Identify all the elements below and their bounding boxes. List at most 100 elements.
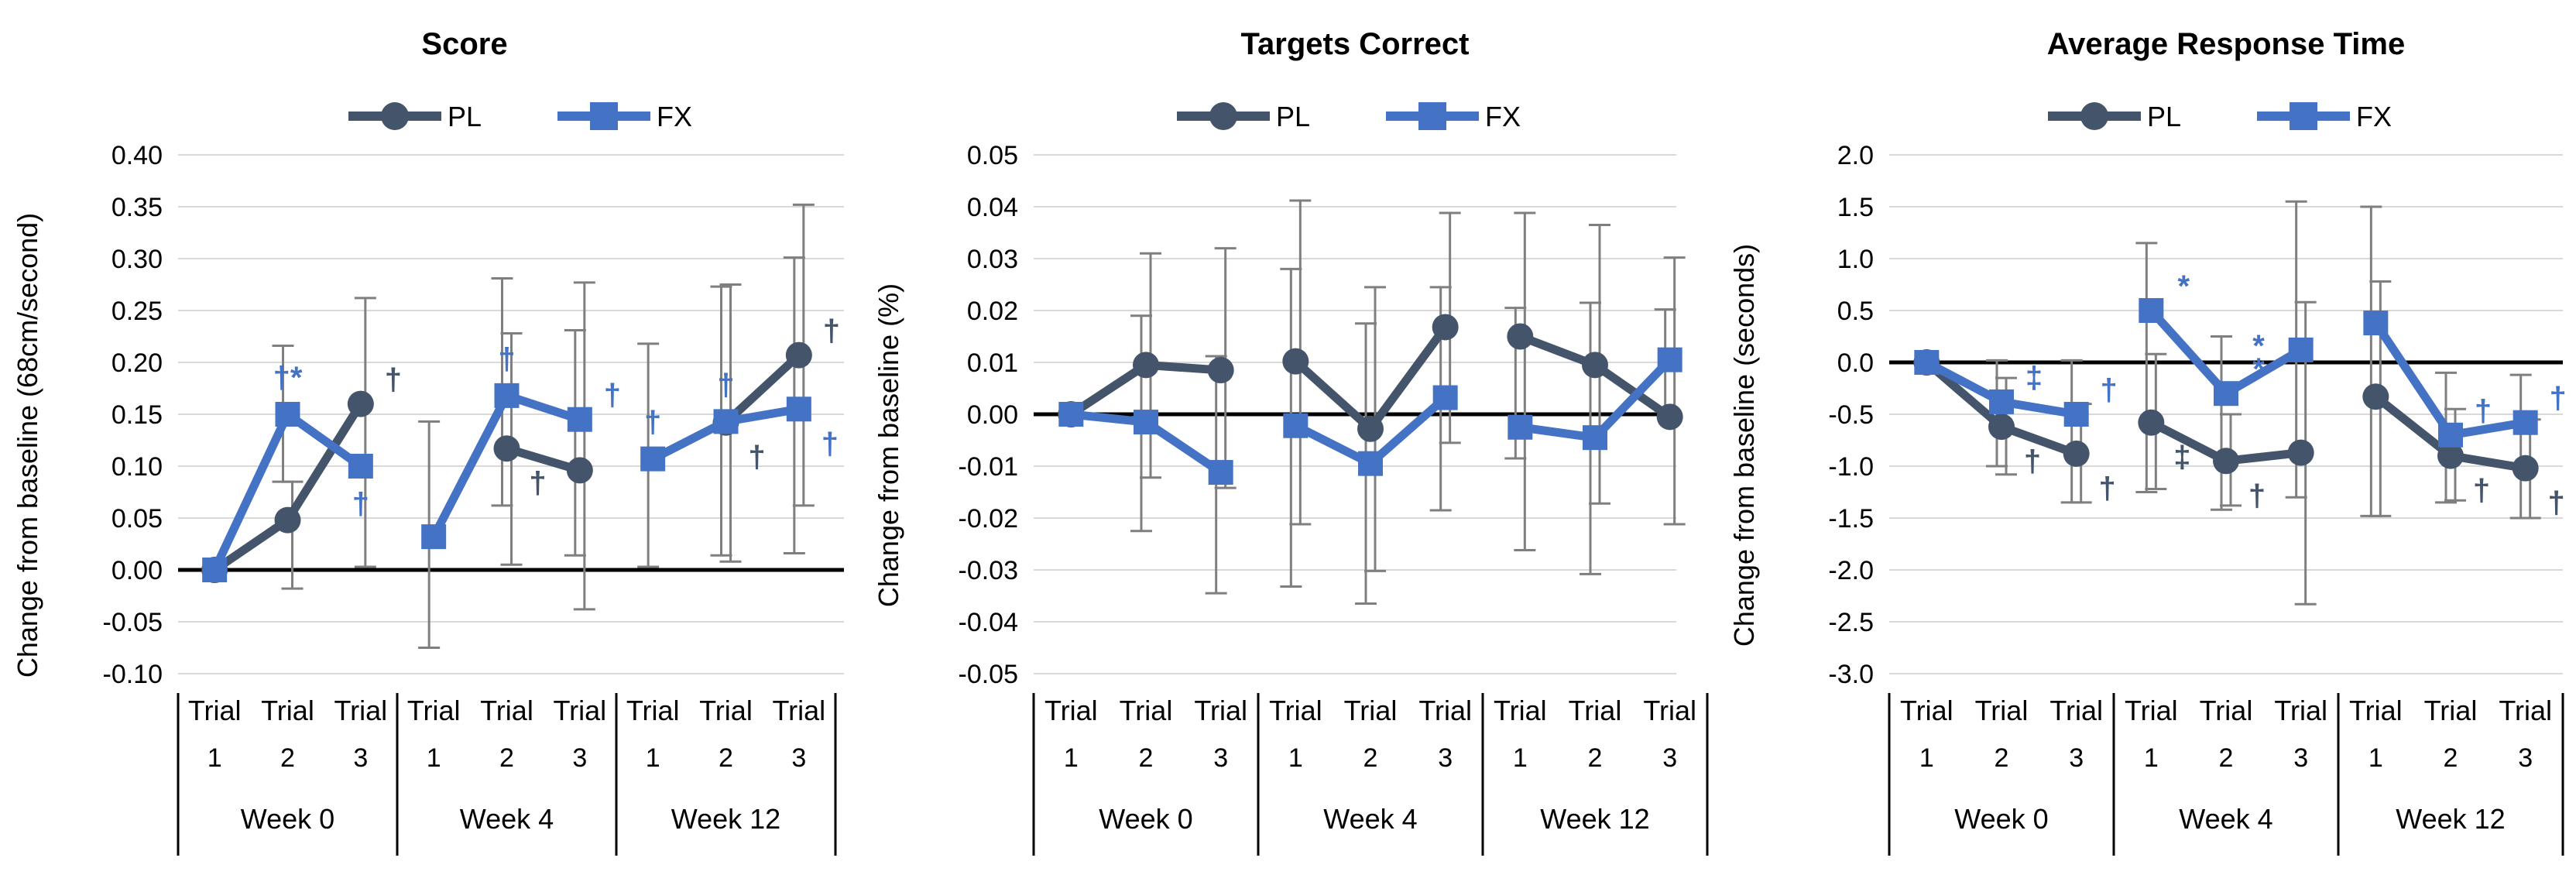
y-tick-label: -0.5 bbox=[1828, 400, 1874, 430]
significance-marker: † bbox=[2550, 382, 2567, 416]
y-tick-label: 0.00 bbox=[967, 400, 1018, 430]
trial-label: Trial bbox=[1120, 695, 1173, 726]
data-point-pl bbox=[2437, 442, 2464, 469]
week-label: Week 0 bbox=[241, 803, 334, 835]
significance-marker: † bbox=[823, 314, 840, 348]
score-chart: Score PL FX -0.10 -0.05 0.00 0.05 0.10 0.15 0.20 0… bbox=[12, 27, 844, 856]
trial-label: Trial bbox=[626, 695, 680, 726]
data-point-pl bbox=[347, 390, 374, 417]
data-point-pl bbox=[566, 457, 593, 484]
significance-marker: † bbox=[2473, 474, 2490, 508]
y-tick-label: -2.5 bbox=[1828, 608, 1874, 637]
series-line-pl bbox=[212, 401, 365, 574]
significance-marker: † bbox=[717, 368, 734, 402]
data-point-fx bbox=[1208, 460, 1233, 486]
trial-number: 2 bbox=[499, 743, 514, 773]
data-point-pl bbox=[1582, 352, 1608, 379]
data-point-fx bbox=[1914, 350, 1940, 375]
response-chart: Average Response Time PL FX -3.0 -2.5 -2.0 -1.… bbox=[1728, 27, 2567, 856]
data-point-fx bbox=[1283, 413, 1309, 438]
data-point-pl bbox=[1282, 348, 1309, 375]
significance-marker: † bbox=[644, 406, 661, 440]
y-tick-label: 0.02 bbox=[967, 297, 1018, 326]
score-category-axis: Trial 1 Trial 2 Trial 3 Week 0 Trial 1 Trial 2 Tria… bbox=[177, 693, 837, 856]
data-point-fx bbox=[2363, 311, 2389, 336]
trial-number: 1 bbox=[1064, 743, 1079, 773]
data-point-pl bbox=[2138, 409, 2165, 436]
data-point-fx bbox=[2063, 402, 2089, 427]
legend-marker-fx bbox=[2290, 102, 2317, 130]
targets-legend: PL FX bbox=[1177, 101, 1521, 132]
trial-number: 3 bbox=[1438, 743, 1453, 773]
y-tick-label: 0.00 bbox=[111, 556, 163, 585]
data-point-pl bbox=[1207, 357, 1234, 384]
data-point-pl bbox=[2213, 448, 2239, 475]
week-label: Week 4 bbox=[1323, 803, 1417, 835]
score-fx-error-bars bbox=[272, 256, 805, 649]
data-point-fx bbox=[275, 402, 300, 427]
legend-label-pl: PL bbox=[448, 101, 482, 132]
y-tick-label: 0.03 bbox=[967, 245, 1018, 274]
score-series-fx bbox=[202, 383, 811, 582]
targets-series-fx bbox=[1058, 347, 1682, 486]
trial-number: 3 bbox=[572, 743, 587, 773]
trial-number: 1 bbox=[646, 743, 660, 773]
y-tick-label: -0.05 bbox=[103, 608, 163, 637]
trial-label: Trial bbox=[1569, 695, 1622, 726]
targets-chart: Targets Correct PL FX -0.05 -0.04 -0.03 -0.02 -… bbox=[873, 27, 1709, 856]
y-tick-label: 2.0 bbox=[1837, 141, 1874, 170]
data-point-fx bbox=[1508, 414, 1533, 440]
trial-label: Trial bbox=[1975, 695, 2029, 726]
week-label: Week 12 bbox=[1540, 803, 1649, 835]
trial-label: Trial bbox=[2200, 695, 2253, 726]
significance-marker: ‡ bbox=[2025, 361, 2043, 395]
significance-marker: * bbox=[2252, 352, 2265, 386]
significance-marker: †* bbox=[273, 361, 303, 395]
trial-number: 3 bbox=[2293, 743, 2308, 773]
y-tick-label: 0.05 bbox=[967, 141, 1018, 170]
trial-label: Trial bbox=[407, 695, 461, 726]
y-tick-label: 0.05 bbox=[111, 504, 163, 534]
significance-marker: † bbox=[748, 441, 765, 475]
data-point-pl bbox=[2287, 439, 2314, 466]
score-title: Score bbox=[421, 27, 507, 61]
trial-number: 3 bbox=[1213, 743, 1228, 773]
trial-label: Trial bbox=[1494, 695, 1547, 726]
y-tick-label: -0.05 bbox=[959, 660, 1019, 689]
trial-number: 2 bbox=[1363, 743, 1378, 773]
trial-number: 2 bbox=[1139, 743, 1154, 773]
trial-number: 1 bbox=[427, 743, 441, 773]
significance-marker: † bbox=[604, 379, 621, 413]
trial-number: 3 bbox=[353, 743, 368, 773]
data-point-pl bbox=[2063, 440, 2090, 467]
y-tick-label: 0.35 bbox=[111, 193, 163, 222]
data-point-fx bbox=[2438, 422, 2463, 448]
data-point-pl bbox=[1133, 352, 1159, 379]
week-label: Week 0 bbox=[1099, 803, 1192, 835]
trial-number: 1 bbox=[1919, 743, 1934, 773]
trial-number: 2 bbox=[280, 743, 295, 773]
data-point-fx bbox=[202, 558, 228, 582]
trial-number: 1 bbox=[2368, 743, 2383, 773]
response-annotations: ‡†††*‡**††††† bbox=[2024, 269, 2567, 520]
y-tick-label: -0.02 bbox=[959, 504, 1019, 534]
response-fx-error-bars bbox=[1986, 200, 2532, 520]
data-point-pl bbox=[1507, 323, 1534, 350]
significance-marker: † bbox=[2099, 472, 2116, 506]
trial-number: 1 bbox=[1288, 743, 1303, 773]
data-point-pl bbox=[785, 341, 812, 369]
data-point-pl bbox=[2362, 383, 2389, 410]
significance-marker: † bbox=[822, 427, 839, 461]
y-tick-label: 0.40 bbox=[111, 141, 163, 170]
y-tick-label: 0.30 bbox=[111, 245, 163, 274]
trial-label: Trial bbox=[2125, 695, 2178, 726]
week-label: Week 4 bbox=[460, 803, 554, 835]
data-point-fx bbox=[2288, 337, 2314, 362]
response-series-fx bbox=[1914, 298, 2538, 448]
y-tick-label: -1.0 bbox=[1828, 452, 1874, 482]
data-point-fx bbox=[348, 454, 373, 479]
trial-number: 2 bbox=[2444, 743, 2458, 773]
trial-number: 2 bbox=[1588, 743, 1603, 773]
week-label: Week 0 bbox=[1954, 803, 2048, 835]
